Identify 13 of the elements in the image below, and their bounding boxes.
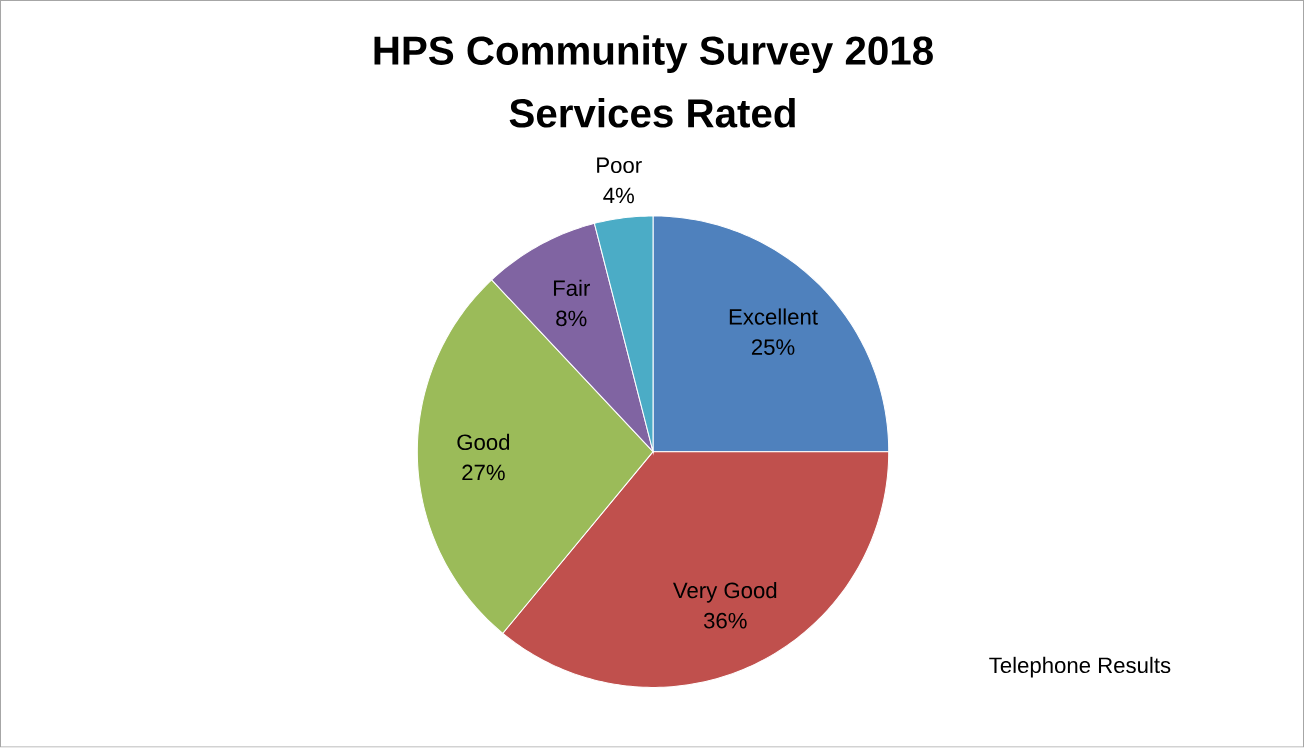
data-label: 8% xyxy=(556,310,587,327)
text: Telephone Results xyxy=(989,657,1171,678)
slice-label: Fair xyxy=(553,279,590,297)
data-label: 25% xyxy=(751,339,795,356)
data-label: 4% xyxy=(603,187,634,204)
slice-label: Very Good xyxy=(672,582,777,603)
data-label: 27% xyxy=(462,464,505,481)
slice-label: Good xyxy=(457,434,510,451)
slice-label: Excellent xyxy=(729,308,818,325)
chart-subtitle: Services Rated xyxy=(509,98,795,128)
data-label: 36% xyxy=(703,613,747,629)
slice-label: Poor xyxy=(597,157,642,174)
chart-title: HPS Community Survey 2018 xyxy=(374,35,933,74)
